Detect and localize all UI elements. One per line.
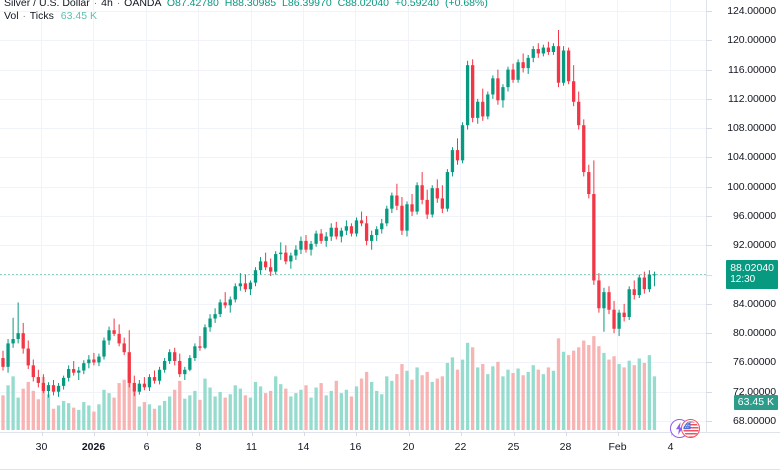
time-axis-tickmark [146,432,148,436]
price-axis-tick: 84.00000 [733,297,776,310]
time-axis-tick: 11 [246,441,257,453]
time-axis-tickmark [41,432,43,436]
price-axis-tickmark [706,70,712,71]
time-axis-tickmark [408,432,410,436]
chart-badges [670,419,710,439]
price-axis-tickmark [706,128,712,129]
time-axis-tick: 22 [454,441,467,453]
price-axis-tickmark [706,11,712,12]
current-price-time: 12:30 [730,274,756,286]
time-axis-tickmark [303,432,305,436]
current-price-badge[interactable]: 88.02040 12:30 [726,260,778,290]
price-axis-tick: 100.00000 [727,180,776,193]
price-axis-tickmark [706,187,712,188]
price-axis-tickmark [706,216,712,217]
price-axis-tickmark [706,157,712,158]
price-axis-tick: 92.00000 [733,239,776,252]
time-axis-tick: 16 [349,441,362,453]
price-axis-tick: 112.00000 [728,92,776,105]
time-axis-tickmark [355,432,357,436]
candlestick-series [0,30,706,430]
price-axis-tickmark [706,421,712,422]
price-axis-tickmark [706,333,712,334]
time-axis-tickmark [565,432,567,436]
time-axis[interactable]: 30 2026 6 8 11 14 16 20 22 25 28 Feb 4 [0,432,780,470]
time-axis-tick: 6 [143,441,150,453]
time-axis-tick: 2026 [81,441,106,453]
us-flag-icon[interactable] [681,419,700,438]
time-axis-tickmark [513,432,515,436]
volume-value-badge[interactable]: 63.45 K [733,394,778,410]
price-axis-tick: 76.00000 [733,356,776,369]
price-axis-tickmark [706,99,712,100]
price-axis[interactable]: 124.00000 120.00000 116.00000 112.00000 108.… [706,0,780,432]
time-axis-tick: 8 [195,441,202,453]
price-axis-tickmark [706,362,712,363]
price-axis-tick: 72.00000 [733,385,776,398]
price-axis-tickmark [706,392,712,393]
time-axis-tick: 30 [35,441,48,453]
price-axis-tick: 124.00000 [727,4,776,17]
price-axis-tick: 96.00000 [733,210,776,222]
price-axis-tick: 120.00000 [727,34,776,47]
price-axis-tickmark [706,304,712,305]
time-axis-tickmark [93,432,95,436]
time-axis-divider-top [0,432,780,433]
price-axis-tickmark [706,275,712,276]
price-axis-tickmark [706,245,712,246]
time-axis-tick: 20 [402,441,415,453]
price-axis-tick: 68.00000 [733,415,776,428]
price-axis-tick: 116.00000 [728,63,776,76]
time-axis-tick: 14 [297,441,310,453]
price-axis-tick: 104.00000 [727,151,776,164]
current-price-value: 88.02040 [730,262,774,275]
time-axis-tickmark [251,432,253,436]
time-axis-tick: 4 [667,441,674,453]
time-axis-tickmark [198,432,200,436]
time-axis-tick: 28 [559,441,572,453]
price-axis-tick: 80.00000 [733,327,776,340]
time-axis-tick: Feb [608,441,627,453]
chart-pane[interactable]: Silver / U.S. Dollar · 4h · OANDA O87.42… [0,0,706,432]
time-axis-tick: 25 [507,441,520,453]
price-axis-tick: 108.00000 [727,122,776,135]
time-axis-tickmark [460,432,462,436]
time-axis-tickmark [617,432,619,436]
price-axis-tickmark [706,40,712,41]
